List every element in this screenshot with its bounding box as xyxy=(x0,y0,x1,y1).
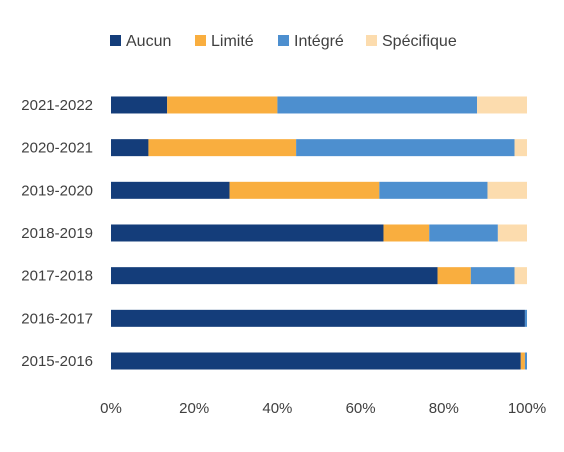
legend-label-3: Spécifique xyxy=(382,33,457,50)
category-labels: 2015-2016 2016-2017 2017-2018 2018-2019 2019… xyxy=(21,97,93,370)
x-tick-label-5: 100% xyxy=(508,400,546,417)
x-tick-label-1: 20% xyxy=(179,400,209,417)
bar-2018-2019-intégré xyxy=(429,224,498,242)
category-label-2015-2016: 2015-2016 xyxy=(21,353,93,370)
bar-2021-2022-spécifique xyxy=(477,96,527,114)
bar-2019-2020-limité xyxy=(229,181,380,199)
x-tick-label-0: 0% xyxy=(100,400,122,417)
bar-2020-2021-limité xyxy=(148,139,297,157)
bars xyxy=(111,96,527,370)
legend-swatch-1 xyxy=(195,35,206,46)
bar-2019-2020-spécifique xyxy=(487,181,527,199)
legend-label-1: Limité xyxy=(211,33,254,50)
bar-2021-2022-intégré xyxy=(277,96,478,114)
legend: Aucun Limité Intégré Spécifique xyxy=(110,33,457,50)
category-label-2021-2022: 2021-2022 xyxy=(21,97,93,114)
bar-2017-2018-aucun xyxy=(111,267,438,285)
legend-swatch-2 xyxy=(278,35,289,46)
category-label-2020-2021: 2020-2021 xyxy=(21,140,93,157)
bar-2020-2021-aucun xyxy=(111,139,149,157)
bar-2017-2018-spécifique xyxy=(514,267,527,285)
bar-2017-2018-intégré xyxy=(470,267,515,285)
category-label-2017-2018: 2017-2018 xyxy=(21,268,93,285)
bar-2021-2022-aucun xyxy=(111,96,168,114)
bar-2015-2016-intégré xyxy=(524,352,527,370)
bar-2020-2021-intégré xyxy=(296,139,515,157)
bar-2015-2016-aucun xyxy=(111,352,521,370)
category-label-2018-2019: 2018-2019 xyxy=(21,225,93,242)
bar-2018-2019-limité xyxy=(383,224,430,242)
legend-label-0: Aucun xyxy=(126,33,171,50)
category-label-2019-2020: 2019-2020 xyxy=(21,182,93,199)
legend-swatch-3 xyxy=(366,35,377,46)
x-tick-label-3: 60% xyxy=(346,400,376,417)
bar-2019-2020-aucun xyxy=(111,181,230,199)
legend-swatch-0 xyxy=(110,35,121,46)
bar-2015-2016-limité xyxy=(520,352,525,370)
bar-2018-2019-aucun xyxy=(111,224,384,242)
bar-2021-2022-limité xyxy=(167,96,278,114)
bar-2016-2017-aucun xyxy=(111,309,525,327)
x-tick-label-4: 80% xyxy=(429,400,459,417)
x-axis: 0% 20% 40% 60% 80% 100% xyxy=(100,400,546,417)
bar-2020-2021-spécifique xyxy=(514,139,527,157)
bar-2018-2019-spécifique xyxy=(497,224,527,242)
bar-2019-2020-intégré xyxy=(379,181,488,199)
bar-2016-2017-intégré xyxy=(524,309,527,327)
legend-label-2: Intégré xyxy=(294,33,344,50)
x-tick-label-2: 40% xyxy=(262,400,292,417)
bar-2017-2018-limité xyxy=(437,267,471,285)
category-label-2016-2017: 2016-2017 xyxy=(21,310,93,327)
